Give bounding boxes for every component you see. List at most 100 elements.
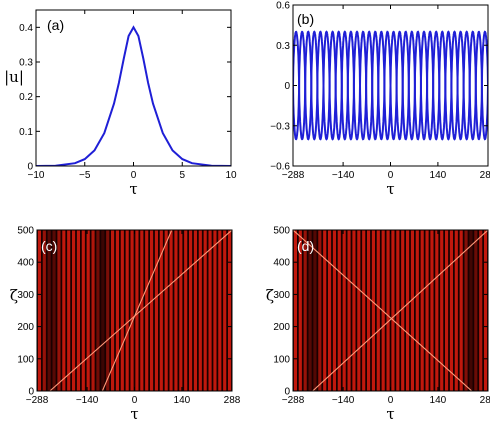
panel-label: (b) bbox=[297, 11, 314, 27]
heatmap-stripe bbox=[293, 230, 297, 391]
heatmap-stripe bbox=[62, 230, 66, 391]
heatmap-stripe bbox=[106, 230, 110, 391]
heatmap-stripe bbox=[91, 230, 95, 391]
y-tick-label: 300 bbox=[17, 290, 34, 301]
heatmap-stripe bbox=[332, 230, 336, 391]
plot-area bbox=[37, 230, 232, 391]
heatmap-stripe bbox=[367, 230, 371, 391]
x-tick-label: 0 bbox=[388, 395, 394, 406]
x-tick-label: 140 bbox=[430, 170, 447, 181]
soliton-trajectory bbox=[312, 230, 488, 391]
y-axis-label: ζ bbox=[266, 287, 274, 305]
heatmap-stripe bbox=[223, 230, 227, 391]
y-tick-label: 0.3 bbox=[276, 41, 290, 52]
heatmap-stripe bbox=[420, 230, 424, 391]
heatmap-stripe bbox=[179, 230, 183, 391]
panel-c: −288 −140 0 140 288 0 100 200 300 400 500 τ ζ (c) bbox=[10, 226, 241, 422]
heatmap-background bbox=[293, 230, 488, 391]
heatmap-stripe bbox=[228, 230, 232, 391]
x-tick-label: −140 bbox=[332, 395, 355, 406]
x-tick-label: 10 bbox=[225, 170, 237, 181]
plot-area bbox=[293, 230, 488, 391]
heatmap-stripe bbox=[347, 230, 351, 391]
x-tick-label: 0 bbox=[131, 170, 137, 181]
heatmap-stripe bbox=[115, 230, 119, 391]
x-tick-label: −5 bbox=[79, 170, 91, 181]
data-series-line bbox=[293, 30, 488, 141]
x-tick-label: 140 bbox=[430, 395, 447, 406]
heatmap-stripe bbox=[298, 230, 302, 391]
plot-frame bbox=[35, 9, 232, 167]
heatmap-stripe bbox=[352, 230, 356, 391]
heatmap-background bbox=[37, 230, 232, 391]
y-tick-label: 400 bbox=[17, 258, 34, 269]
heatmap-stripe bbox=[125, 230, 129, 391]
heatmap-stripe bbox=[440, 230, 444, 391]
x-tick-label: −288 bbox=[26, 395, 49, 406]
heatmap-stripe bbox=[47, 230, 51, 391]
x-tick-label: −140 bbox=[76, 395, 99, 406]
heatmap-stripe bbox=[145, 230, 149, 391]
y-tick-label: 0.6 bbox=[276, 1, 290, 12]
heatmap-stripe bbox=[164, 230, 168, 391]
heatmap-stripe bbox=[140, 230, 144, 391]
x-tick-label: 140 bbox=[174, 395, 191, 406]
heatmap-stripe bbox=[479, 230, 483, 391]
heatmap-stripe bbox=[469, 230, 473, 391]
heatmap-stripe bbox=[184, 230, 188, 391]
heatmap-stripe bbox=[484, 230, 488, 391]
y-tick-label: 100 bbox=[17, 354, 34, 365]
heatmap-stripe bbox=[459, 230, 463, 391]
x-axis-label: τ bbox=[130, 405, 138, 422]
x-tick-label: −288 bbox=[282, 395, 305, 406]
x-axis-label: τ bbox=[386, 405, 394, 422]
heatmap-stripe bbox=[406, 230, 410, 391]
heatmap-stripe bbox=[198, 230, 202, 391]
heatmap-stripe bbox=[208, 230, 212, 391]
panel-label: (c) bbox=[41, 238, 57, 254]
heatmap-stripe bbox=[449, 230, 453, 391]
heatmap-stripe bbox=[154, 230, 158, 391]
heatmap-stripe bbox=[337, 230, 341, 391]
panel-d: −288 −140 0 140 288 0 100 200 300 400 500 τ ζ (d) bbox=[266, 226, 490, 422]
y-tick-label: 0 bbox=[284, 387, 290, 398]
heatmap-stripe bbox=[218, 230, 222, 391]
heatmap-stripe bbox=[323, 230, 327, 391]
heatmap-stripe bbox=[130, 230, 134, 391]
soliton-trajectory bbox=[293, 230, 473, 391]
heatmap-stripe bbox=[150, 230, 154, 391]
heatmap-stripe bbox=[313, 230, 317, 391]
y-axis-label: ζ bbox=[10, 287, 18, 305]
heatmap-stripe bbox=[328, 230, 332, 391]
heatmap-stripe bbox=[308, 230, 312, 391]
x-tick-label: 288 bbox=[480, 170, 490, 181]
soliton-trajectory bbox=[101, 230, 173, 391]
heatmap-stripe bbox=[342, 230, 346, 391]
heatmap-stripe bbox=[357, 230, 361, 391]
x-tick-label: 5 bbox=[179, 170, 185, 181]
heatmap-stripe bbox=[213, 230, 217, 391]
heatmap-stripe bbox=[67, 230, 71, 391]
heatmap-stripe bbox=[303, 230, 307, 391]
heatmap-stripe bbox=[101, 230, 105, 391]
y-tick-label: 0.2 bbox=[19, 92, 33, 103]
y-tick-label: 0 bbox=[28, 387, 34, 398]
heatmap-stripe bbox=[169, 230, 173, 391]
heatmap-stripe bbox=[425, 230, 429, 391]
y-tick-label: 0.1 bbox=[19, 127, 33, 138]
heatmap-stripe bbox=[57, 230, 61, 391]
heatmap-stripe bbox=[52, 230, 56, 391]
x-tick-label: −140 bbox=[332, 170, 355, 181]
y-tick-label: −0.3 bbox=[270, 121, 290, 132]
heatmap-stripe bbox=[76, 230, 80, 391]
panel-b: −288 −140 0 140 288 −0.6 −0.3 0 0.3 0.6 τ (b) bbox=[270, 1, 490, 199]
heatmap-stripe bbox=[435, 230, 439, 391]
heatmap-stripe bbox=[318, 230, 322, 391]
heatmap-stripe bbox=[42, 230, 46, 391]
heatmap-stripe bbox=[430, 230, 434, 391]
heatmap-stripe bbox=[37, 230, 41, 391]
x-axis-label: τ bbox=[129, 180, 137, 198]
x-tick-label: 288 bbox=[224, 395, 241, 406]
y-tick-label: 200 bbox=[273, 322, 290, 333]
y-tick-label: 500 bbox=[273, 226, 290, 237]
